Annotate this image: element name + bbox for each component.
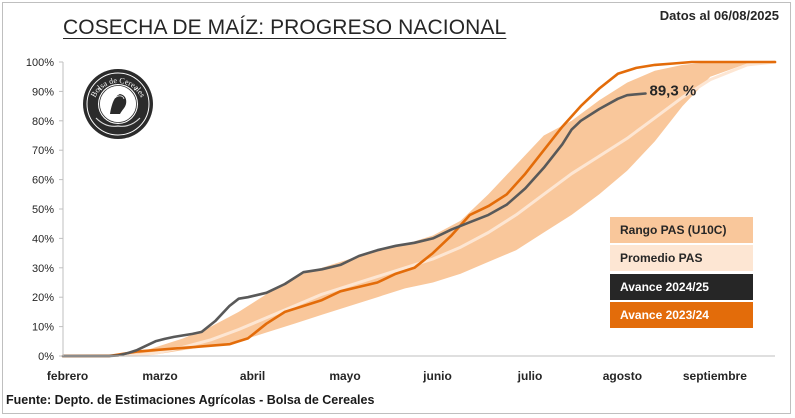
x-tick-label: marzo bbox=[142, 369, 177, 383]
x-tick-label: febrero bbox=[47, 369, 88, 383]
y-tick-label: 30% bbox=[32, 263, 54, 275]
source-note: Fuente: Depto. de Estimaciones Agrícolas… bbox=[6, 393, 375, 407]
y-tick-label: 100% bbox=[26, 57, 54, 69]
y-tick-label: 50% bbox=[32, 204, 54, 216]
x-tick-label: mayo bbox=[329, 369, 360, 383]
bolsa-de-cereales-seal-logo-icon: Bolsa de Cereales bbox=[82, 68, 154, 140]
data-date-note: Datos al 06/08/2025 bbox=[659, 8, 779, 23]
average-line bbox=[61, 60, 777, 358]
chart-title: COSECHA DE MAÍZ: PROGRESO NACIONAL bbox=[63, 16, 507, 39]
x-tick-label: julio bbox=[517, 369, 543, 383]
x-tick-label: agosto bbox=[603, 369, 642, 383]
y-tick-label: 40% bbox=[32, 233, 54, 245]
y-tick-label: 0% bbox=[38, 351, 54, 363]
y-tick-label: 60% bbox=[32, 175, 54, 187]
series-2023-24-line bbox=[61, 60, 777, 358]
x-tick-label: junio bbox=[422, 369, 452, 383]
legend-item-range: Rango PAS (U10C) bbox=[610, 217, 753, 243]
legend-item-2023-24: Avance 2023/24 bbox=[610, 302, 753, 328]
y-tick-label: 90% bbox=[32, 86, 54, 98]
x-tick-label: septiembre bbox=[683, 369, 747, 383]
x-tick-label: abril bbox=[240, 369, 265, 383]
y-tick-label: 80% bbox=[32, 116, 54, 128]
y-tick-label: 10% bbox=[32, 322, 54, 334]
legend-item-2024-25: Avance 2024/25 bbox=[610, 274, 753, 300]
series-2024-25-line bbox=[61, 92, 647, 358]
range-band bbox=[63, 62, 775, 356]
y-tick-label: 70% bbox=[32, 145, 54, 157]
legend-item-average: Promedio PAS bbox=[610, 245, 753, 271]
y-tick-label: 20% bbox=[32, 292, 54, 304]
current-value-label: 89,3 % bbox=[650, 83, 697, 100]
